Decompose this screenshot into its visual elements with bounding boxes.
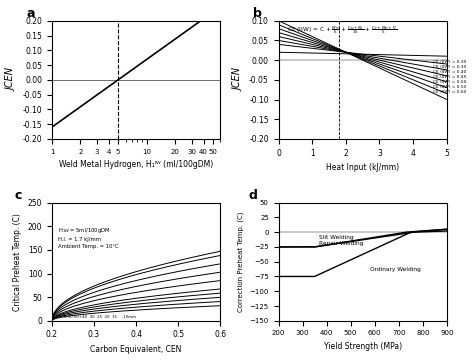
Text: Slit Welding: Slit Welding [319, 235, 354, 240]
Text: H$_{1W}$ = 5ml/100gDM
H.I. = 1.7 kJ/mm
Ambient Temp. = 10°C: H$_{1W}$ = 5ml/100gDM H.I. = 1.7 kJ/mm A… [58, 226, 119, 249]
Text: Ordinary Welding: Ordinary Welding [370, 266, 420, 271]
Y-axis label: Critical Preheat Temp. (C): Critical Preheat Temp. (C) [13, 213, 22, 310]
Text: b: b [253, 7, 262, 20]
X-axis label: Heat Input (kJ/mm): Heat Input (kJ/mm) [326, 163, 399, 172]
Text: -75-70 50 60+40  30  25  20  15    -10mm: -75-70 50 60+40 30 25 20 15 -10mm [54, 316, 136, 319]
Y-axis label: Correction Preheat Temp. (C): Correction Preheat Temp. (C) [237, 212, 244, 312]
X-axis label: Carbon Equivalent, CEN: Carbon Equivalent, CEN [91, 345, 182, 354]
Text: Repair Welding: Repair Welding [319, 241, 364, 246]
Text: CE (IIW) = 0.40: CE (IIW) = 0.40 [433, 70, 467, 74]
Text: CE (IIW) = 0.35: CE (IIW) = 0.35 [433, 65, 467, 69]
Text: CE (IIW) = 0.45: CE (IIW) = 0.45 [433, 75, 467, 79]
Text: CE (IIW) = 0.30: CE (IIW) = 0.30 [433, 60, 467, 64]
Text: c: c [15, 189, 22, 202]
X-axis label: Yield Strength (MPa): Yield Strength (MPa) [324, 342, 402, 351]
X-axis label: Weld Metal Hydrogen, H₁ᴵᵂ (ml/100gDM): Weld Metal Hydrogen, H₁ᴵᵂ (ml/100gDM) [59, 160, 213, 169]
Text: d: d [248, 189, 257, 202]
Text: CE (IIW) = 0.55: CE (IIW) = 0.55 [433, 85, 467, 89]
Y-axis label: JCEN: JCEN [234, 68, 244, 91]
Text: CE (IIW) = 0.60: CE (IIW) = 0.60 [433, 90, 467, 93]
Text: a: a [27, 7, 35, 20]
Text: CE (IIW) = 0.50: CE (IIW) = 0.50 [433, 80, 467, 84]
Text: CE (IIW) = C + $\frac{Mn}{6}$ + $\frac{Cu+Ni}{15}$ + $\frac{Cr+Mo+V}{5}$: CE (IIW) = C + $\frac{Mn}{6}$ + $\frac{C… [287, 24, 397, 36]
Y-axis label: JCEN: JCEN [7, 68, 17, 91]
